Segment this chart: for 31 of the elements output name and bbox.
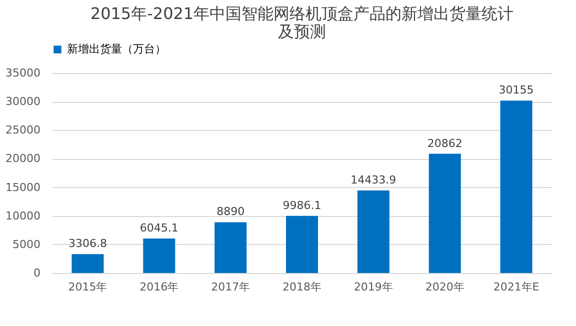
data-label: 14433.9 (350, 174, 396, 187)
x-tick-label: 2016年 (140, 280, 179, 294)
legend-label: 新增出货量（万台） (67, 42, 166, 56)
bar (357, 190, 390, 273)
x-tick-label: 2020年 (425, 280, 464, 294)
y-tick-label: 5000 (12, 238, 40, 251)
x-tick-label: 2017年 (211, 280, 250, 294)
data-label: 30155 (498, 84, 534, 97)
y-tick-label: 20000 (6, 152, 40, 166)
data-label: 3306.8 (68, 237, 107, 250)
x-tick-label: 2019年 (354, 280, 393, 294)
y-tick-label: 35000 (6, 66, 40, 80)
bar (72, 254, 104, 273)
y-tick-label: 15000 (6, 180, 40, 194)
data-label: 8890 (216, 205, 245, 218)
data-label: 6045.1 (140, 221, 178, 234)
y-tick-label: 25000 (6, 124, 40, 137)
bar (286, 216, 318, 273)
x-tick-label: 2021年E (493, 280, 540, 294)
bar (214, 222, 247, 273)
bar (500, 100, 532, 273)
bar (428, 154, 461, 273)
x-tick-label: 2018年 (282, 280, 322, 294)
y-tick-label: 10000 (6, 209, 40, 222)
data-label: 20862 (427, 136, 462, 150)
y-tick-label: 30000 (6, 95, 40, 108)
data-label: 9986.1 (282, 198, 322, 212)
bar (143, 238, 176, 273)
x-tick-label: 2015年 (68, 280, 108, 294)
y-tick-label: 0 (34, 266, 40, 280)
chart-title: 2015年-2021年中国智能网络机顶盒产品的新增出货量统计及预测 (90, 4, 514, 41)
